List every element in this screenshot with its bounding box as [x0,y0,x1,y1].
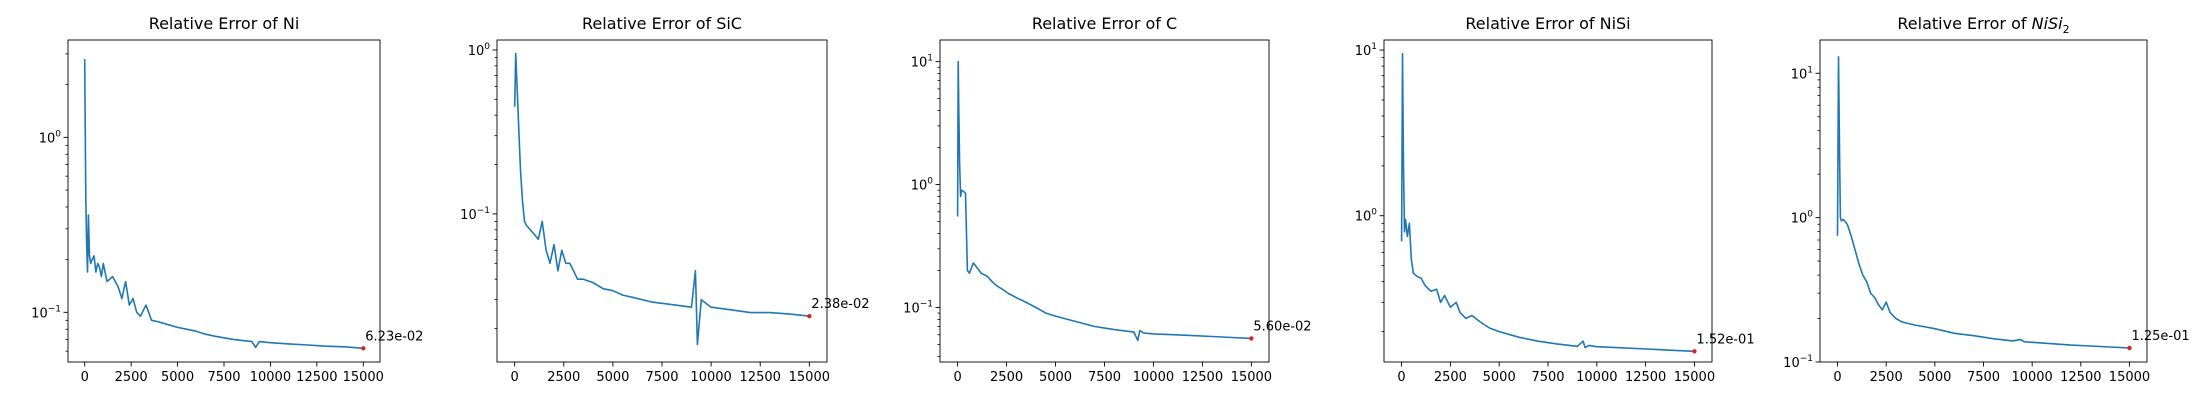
x-tick-label: 7500 [645,370,678,385]
x-tick-label: 7500 [1967,370,2000,385]
plot-frame [496,39,828,363]
chart-title: Relative Error of NiSi [1465,14,1630,33]
final-point-marker [1692,349,1697,354]
x-tick-label: 2500 [115,370,148,385]
x-tick-label: 2500 [1434,370,1467,385]
y-tick-label: 100 [911,177,934,194]
x-tick-label: 7500 [1531,370,1564,385]
x-tick-label: 5000 [596,370,629,385]
x-tick-label: 2500 [1870,370,1903,385]
x-tick-label: 2500 [990,370,1023,385]
y-tick-label: 100 [1355,208,1378,225]
y-tick-label: 10−1 [903,299,933,316]
x-tick-label: 10000 [1133,370,1174,385]
plot-frame [1383,39,1713,363]
x-tick-label: 15000 [2109,370,2150,385]
chart-title: Relative Error of C [1032,14,1177,33]
chart-title: Relative Error of SiC [582,14,742,33]
series-line [83,59,364,350]
x-tick-label: 5000 [1918,370,1951,385]
x-tick-label: 15000 [343,370,384,385]
final-value-label: 6.23e-02 [365,329,423,344]
y-tick-label: 101 [1791,65,1813,82]
x-tick-label: 5000 [1039,370,1072,385]
x-tick-label: 12500 [2060,370,2101,385]
final-point-marker [807,313,812,319]
chart-panel-1: Relative Error of Ni 10−1 100 0 2500 5000 7500… [31,14,423,385]
y-tick-label: 101 [1355,42,1377,59]
x-tick-label: 15000 [789,370,830,385]
x-tick-label: 7500 [1088,370,1121,385]
final-value-label: 1.52e-01 [1696,332,1754,347]
final-value-label: 5.60e-02 [1253,319,1311,334]
y-tick-label: 101 [911,54,933,71]
chart-panel-3: Relative Error of C 10−1 100 101 0 2500 5000 75… [903,14,1311,385]
x-tick-label: 12500 [296,370,337,385]
x-tick-label: 5000 [1483,370,1516,385]
x-tick-label: 12500 [1625,370,1666,385]
series-line [1400,52,1695,353]
x-tick-label: 2500 [547,370,580,385]
x-tick-label: 10000 [1576,370,1617,385]
plot-frame [1819,39,2148,363]
x-tick-label: 0 [1397,370,1405,385]
final-point-marker [2127,345,2132,351]
final-point-marker [361,346,366,351]
x-tick-label: 5000 [161,370,194,385]
chart-title: Relative Error of Ni [149,14,300,33]
x-tick-label: 12500 [740,370,781,385]
x-tick-label: 15000 [1231,370,1272,385]
series-line [956,60,1252,342]
y-tick-label: 10−1 [1783,354,1813,371]
series-line [1836,55,2130,349]
x-tick-label: 15000 [1674,370,1715,385]
x-tick-label: 0 [1833,370,1841,385]
x-tick-label: 10000 [690,370,731,385]
x-tick-label: 0 [81,370,89,385]
chart-panel-5: Relative Error of NiSi2 10−1 100 101 0 2500 50… [1783,14,2189,385]
y-tick-label: 10−1 [31,304,61,321]
plot-frame [67,39,381,363]
y-tick-label: 100 [39,129,62,146]
x-tick-label: 0 [511,370,519,385]
y-tick-label: 100 [1791,210,1814,227]
series-line [513,52,810,346]
y-tick-label: 100 [468,42,491,59]
chart-panel-2: Relative Error of SiC 10−1 100 0 2500 5000 750… [460,14,869,385]
x-tick-label: 7500 [207,370,240,385]
x-tick-label: 0 [953,370,961,385]
final-point-marker [1249,336,1254,341]
plot-frame [939,39,1270,363]
final-value-label: 1.25e-01 [2131,329,2189,344]
x-tick-label: 10000 [2011,370,2052,385]
y-tick-label: 10−1 [460,206,490,223]
x-tick-label: 10000 [250,370,291,385]
final-value-label: 2.38e-02 [811,297,869,312]
x-tick-label: 12500 [1182,370,1223,385]
chart-panel-4: Relative Error of NiSi 100 101 0 2500 5000 750… [1355,14,1755,385]
chart-title: Relative Error of NiSi2 [1897,14,2069,36]
